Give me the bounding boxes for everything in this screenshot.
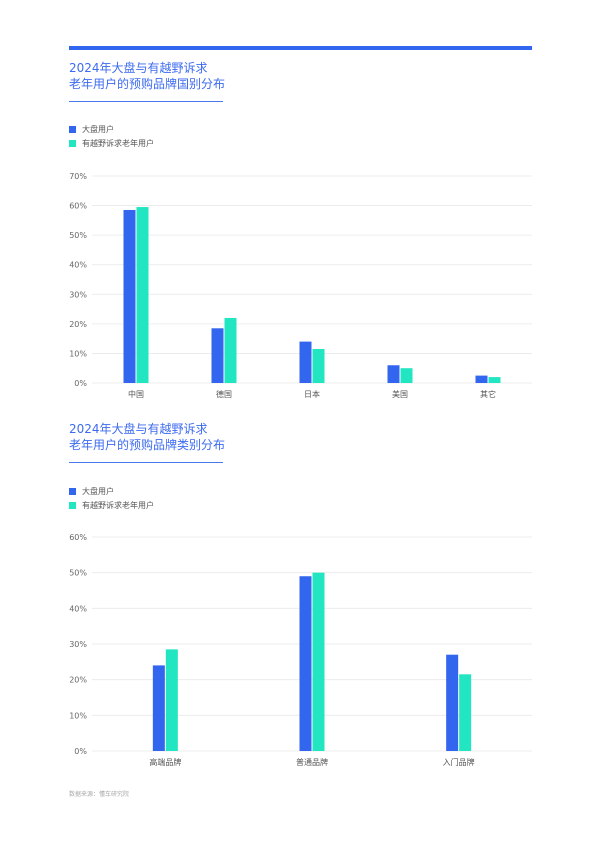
bar-series2 (312, 572, 325, 751)
y-tick-label: 50% (69, 231, 87, 240)
x-tick-label: 日本 (304, 389, 320, 399)
bar-series1 (211, 328, 224, 383)
chart1-title: 2024年大盘与有越野诉求 老年用户的预购品牌国别分布 (69, 60, 225, 92)
bar-series2 (400, 368, 413, 383)
chart1-legend: 大盘用户 有越野诉求老年用户 (69, 122, 154, 150)
legend-swatch-series1 (69, 125, 76, 133)
chart1-title-line1: 2024年大盘与有越野诉求 (69, 61, 208, 75)
legend-swatch-series1 (69, 487, 76, 495)
x-tick-label: 德国 (216, 389, 232, 399)
y-tick-label: 20% (69, 676, 87, 685)
data-source-note: 数据来源：懂车研究院 (69, 791, 130, 798)
bar-series2 (488, 377, 501, 383)
chart2-plot: 0% 10% 20% 30% 40% 50% 60% 高端品牌 普通品牌 入门品牌 (69, 533, 532, 767)
y-tick-label: 40% (69, 261, 87, 270)
y-tick-label: 10% (69, 349, 87, 358)
chart2-legend: 大盘用户 有越野诉求老年用户 (69, 484, 154, 512)
chart1-title-rule (69, 101, 223, 102)
bar-series1 (299, 341, 312, 383)
bar-series1 (123, 210, 136, 383)
bar-series2 (459, 674, 472, 751)
y-tick-label: 0% (74, 379, 87, 388)
legend-swatch-series2 (69, 501, 76, 509)
y-tick-label: 10% (69, 711, 87, 720)
y-tick-label: 60% (69, 202, 87, 211)
chart1-plot: 0% 10% 20% 30% 40% 50% 60% 70% 中国 德国 日本 美国 其它 (69, 172, 532, 399)
top-accent-bar (69, 46, 532, 50)
y-tick-label: 70% (69, 172, 87, 181)
legend-label: 有越野诉求老年用户 (82, 500, 154, 510)
legend-item: 有越野诉求老年用户 (69, 136, 154, 150)
bar-series1 (446, 654, 459, 751)
y-tick-label: 50% (69, 569, 87, 578)
bar-series2 (224, 317, 237, 383)
bar-series2 (136, 207, 149, 383)
legend-item: 大盘用户 (69, 484, 154, 498)
x-tick-label: 美国 (392, 389, 408, 399)
x-tick-label: 高端品牌 (149, 757, 181, 767)
y-tick-label: 40% (69, 604, 87, 613)
chart2-title-line2: 老年用户的预购品牌类别分布 (69, 438, 226, 452)
legend-item: 有越野诉求老年用户 (69, 498, 154, 512)
y-tick-label: 30% (69, 290, 87, 299)
bar-series1 (152, 665, 165, 751)
x-tick-label: 其它 (480, 389, 496, 399)
bar-series1 (299, 576, 312, 751)
legend-swatch-series2 (69, 139, 76, 147)
y-tick-label: 20% (69, 320, 87, 329)
y-tick-label: 60% (69, 533, 87, 542)
chart2-title: 2024年大盘与有越野诉求 老年用户的预购品牌类别分布 (69, 421, 225, 453)
x-tick-label: 中国 (128, 389, 144, 399)
y-tick-label: 30% (69, 640, 87, 649)
bar-series1 (387, 365, 400, 383)
chart1-title-line2: 老年用户的预购品牌国别分布 (69, 77, 226, 91)
y-tick-label: 0% (74, 747, 87, 756)
chart2-title-line1: 2024年大盘与有越野诉求 (69, 422, 208, 436)
x-tick-label: 入门品牌 (443, 757, 475, 767)
bar-series2 (312, 348, 325, 383)
legend-label: 大盘用户 (82, 124, 114, 134)
legend-label: 大盘用户 (82, 486, 114, 496)
legend-label: 有越野诉求老年用户 (82, 138, 154, 148)
legend-item: 大盘用户 (69, 122, 154, 136)
bar-series1 (475, 375, 488, 383)
bar-series2 (165, 649, 178, 751)
chart2-title-rule (69, 462, 223, 463)
x-tick-label: 普通品牌 (296, 757, 328, 767)
